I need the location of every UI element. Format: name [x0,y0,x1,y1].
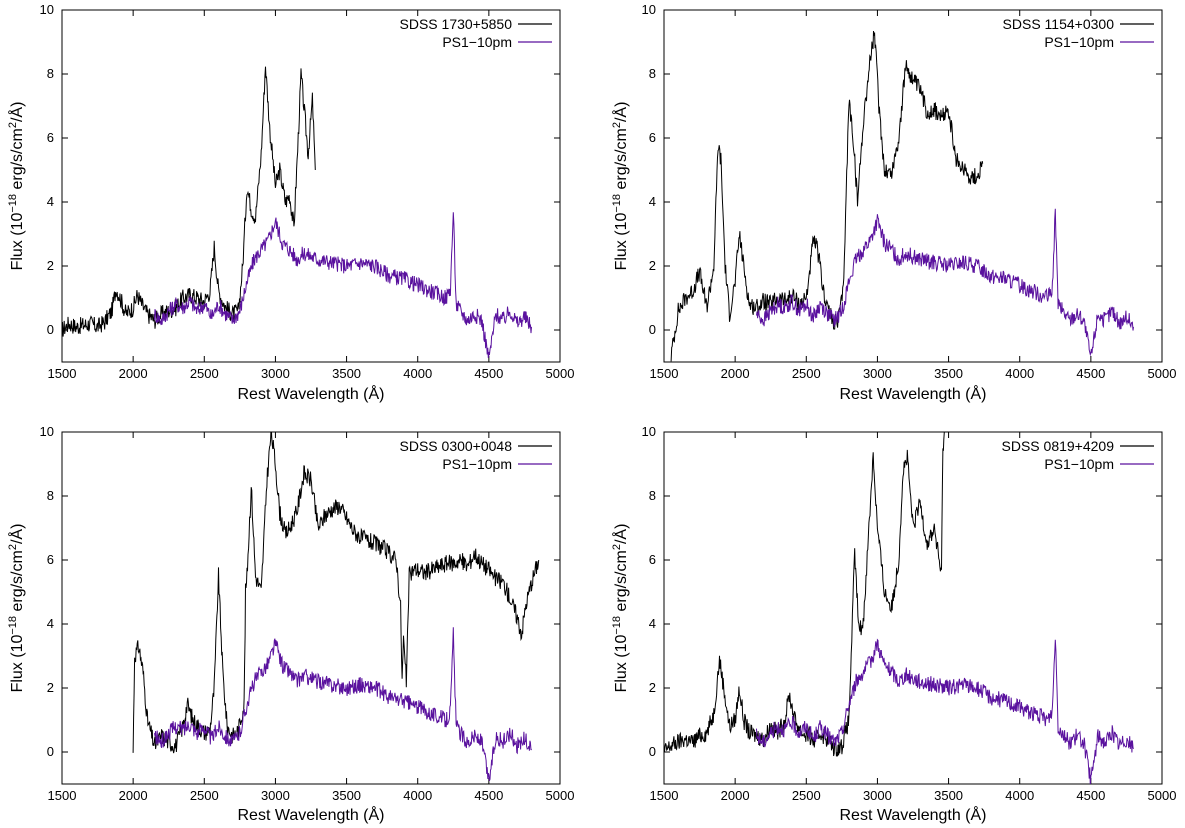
series-line-ps1 [154,627,532,781]
y-tick-label: 8 [47,66,54,81]
x-tick-label: 4500 [474,366,503,381]
x-tick-label: 3500 [934,788,963,803]
chart-panel-2: 1500 2000 2500 3000 3500 4000 4500 5000 0 2 4 6 8 10 R… [611,2,1176,403]
x-tick-label: 4000 [403,366,432,381]
x-tick-label: 3000 [261,788,290,803]
x-tick-label: 5000 [546,366,575,381]
x-tick-label: 2000 [721,366,750,381]
x-tick-label: 4000 [1005,788,1034,803]
plot-frame [61,9,561,363]
y-tick-label: 10 [40,2,54,17]
x-tick-label: 2000 [119,366,148,381]
x-tick-label: 4000 [1005,366,1034,381]
y-axis-label: Flux (10−18 erg/s/cm2/Å) [7,524,26,693]
x-tick-label: 5000 [1148,366,1177,381]
y-tick-label: 0 [649,744,656,759]
x-tick-label: 4500 [1076,366,1105,381]
legend-label: SDSS 0819+4209 [1002,438,1115,454]
x-tick-label: 1500 [48,366,77,381]
x-tick-label: 4500 [474,788,503,803]
y-axis-label: Flux (10−18 erg/s/cm2/Å) [611,102,630,271]
chart-panel-4: 1500 2000 2500 3000 3500 4000 4500 5000 0 2 4 6 8 10 R… [611,424,1176,824]
y-tick-label: 6 [649,130,656,145]
x-tick-label: 5000 [546,788,575,803]
y-tick-label: 0 [47,322,54,337]
x-tick-label: 2500 [190,366,219,381]
x-tick-label: 2500 [792,788,821,803]
y-tick-label: 6 [649,552,656,567]
x-tick-label: 3500 [332,366,361,381]
plot-frame [61,431,561,785]
y-tick-label: 0 [649,322,656,337]
series-line-ps1 [756,208,1134,357]
y-tick-label: 2 [649,680,656,695]
y-tick-label: 4 [649,616,656,631]
y-tick-label: 6 [47,552,54,567]
plot-frame [663,9,1163,363]
y-tick-label: 2 [649,258,656,273]
y-tick-label: 2 [47,680,54,695]
x-tick-label: 2500 [792,366,821,381]
y-tick-label: 10 [642,2,656,17]
series-line-sdss [670,30,984,362]
x-tick-label: 2500 [190,788,219,803]
x-tick-label: 3000 [863,366,892,381]
series-line-ps1 [756,638,1134,784]
plot-frame [663,431,1163,785]
x-tick-label: 2000 [119,788,148,803]
x-tick-label: 1500 [48,788,77,803]
legend-label: SDSS 1730+5850 [400,16,513,32]
legend-label: SDSS 1154+0300 [1003,16,1115,32]
series-line-sdss [664,432,945,757]
y-tick-label: 4 [649,194,656,209]
y-axis-label: Flux (10−18 erg/s/cm2/Å) [7,102,26,271]
y-axis-label: Flux (10−18 erg/s/cm2/Å) [611,524,630,693]
legend-label: PS1−10pm [1044,456,1114,472]
x-axis-label: Rest Wavelength (Å) [839,384,986,403]
series-line-sdss [132,432,540,754]
legend-label: PS1−10pm [442,34,512,50]
y-tick-label: 6 [47,130,54,145]
y-tick-label: 10 [642,424,656,439]
x-tick-label: 4000 [403,788,432,803]
y-tick-label: 8 [47,488,54,503]
x-tick-label: 2000 [721,788,750,803]
y-tick-label: 0 [47,744,54,759]
x-axis-label: Rest Wavelength (Å) [839,805,986,824]
x-tick-label: 1500 [650,366,679,381]
y-tick-label: 8 [649,66,656,81]
legend-label: PS1−10pm [442,456,512,472]
y-tick-label: 2 [47,258,54,273]
chart-panel-3: 1500 2000 2500 3000 3500 4000 4500 5000 0 2 4 6 8 10 R… [7,424,574,824]
chart-panel-1: 1500 2000 2500 3000 3500 4000 4500 5000 0 2 4 6 8 10 R… [7,2,574,403]
y-tick-label: 8 [649,488,656,503]
series-line-ps1 [154,212,532,358]
x-axis-label: Rest Wavelength (Å) [237,384,384,403]
legend-label: SDSS 0300+0048 [400,438,513,454]
x-axis-label: Rest Wavelength (Å) [237,805,384,824]
y-tick-label: 4 [47,194,54,209]
x-tick-label: 3000 [863,788,892,803]
x-tick-label: 4500 [1076,788,1105,803]
x-tick-label: 1500 [650,788,679,803]
series-line-sdss [62,66,316,337]
x-tick-label: 5000 [1148,788,1177,803]
x-tick-label: 3500 [934,366,963,381]
y-tick-label: 10 [40,424,54,439]
y-tick-label: 4 [47,616,54,631]
x-tick-label: 3000 [261,366,290,381]
x-tick-label: 3500 [332,788,361,803]
legend-label: PS1−10pm [1044,34,1114,50]
